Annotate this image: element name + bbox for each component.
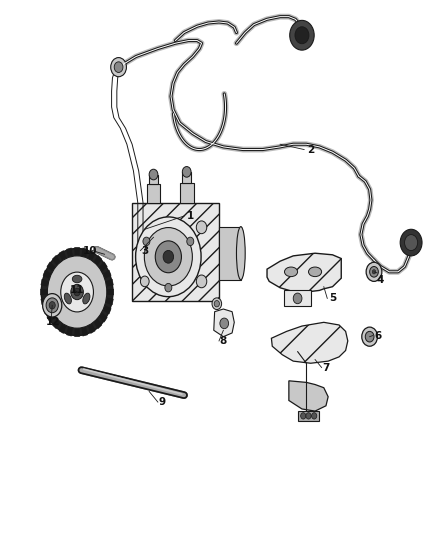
Ellipse shape: [237, 227, 245, 280]
Circle shape: [362, 327, 378, 346]
Bar: [219, 227, 241, 280]
Circle shape: [372, 270, 376, 274]
Text: 12: 12: [46, 317, 60, 327]
Ellipse shape: [72, 275, 82, 282]
Text: 6: 6: [375, 330, 382, 341]
Ellipse shape: [285, 267, 297, 277]
Circle shape: [214, 301, 219, 307]
Circle shape: [187, 237, 194, 246]
Circle shape: [405, 235, 418, 251]
Polygon shape: [82, 248, 88, 256]
Circle shape: [143, 237, 150, 246]
Polygon shape: [67, 248, 72, 256]
Polygon shape: [95, 255, 102, 264]
Polygon shape: [95, 319, 102, 329]
Circle shape: [365, 332, 374, 342]
Circle shape: [111, 58, 127, 77]
Polygon shape: [297, 411, 319, 421]
Polygon shape: [74, 329, 80, 336]
Circle shape: [290, 20, 314, 50]
Polygon shape: [43, 270, 50, 278]
Polygon shape: [267, 253, 341, 292]
Polygon shape: [214, 309, 234, 337]
Circle shape: [61, 272, 93, 312]
Circle shape: [165, 284, 172, 292]
Circle shape: [149, 169, 158, 180]
Bar: [180, 182, 194, 203]
Polygon shape: [100, 262, 107, 271]
Polygon shape: [41, 279, 48, 286]
Polygon shape: [108, 289, 114, 295]
Text: 4: 4: [377, 275, 384, 285]
Polygon shape: [40, 289, 46, 295]
Polygon shape: [47, 262, 55, 271]
Circle shape: [136, 217, 201, 297]
Polygon shape: [88, 325, 95, 334]
Bar: [285, 290, 311, 306]
Polygon shape: [106, 298, 113, 305]
Circle shape: [295, 27, 309, 44]
Circle shape: [141, 276, 149, 287]
Text: 11: 11: [70, 286, 85, 295]
Circle shape: [293, 293, 302, 304]
Circle shape: [306, 413, 311, 419]
Ellipse shape: [83, 293, 90, 304]
Ellipse shape: [308, 267, 321, 277]
Circle shape: [114, 62, 123, 72]
Text: 2: 2: [307, 144, 314, 155]
Polygon shape: [82, 328, 88, 336]
Polygon shape: [272, 322, 348, 364]
Polygon shape: [100, 313, 107, 322]
Polygon shape: [104, 270, 111, 278]
Bar: [132, 203, 219, 301]
Circle shape: [366, 262, 382, 281]
Text: 8: 8: [220, 336, 227, 346]
Polygon shape: [53, 255, 60, 264]
Text: 10: 10: [83, 246, 97, 255]
Circle shape: [46, 298, 58, 313]
Circle shape: [41, 248, 113, 336]
Circle shape: [370, 266, 378, 277]
Bar: [182, 172, 191, 182]
Polygon shape: [59, 251, 66, 260]
Polygon shape: [43, 306, 50, 314]
Polygon shape: [104, 306, 111, 314]
Circle shape: [212, 298, 222, 310]
Text: 1: 1: [187, 211, 194, 221]
Circle shape: [49, 302, 55, 309]
Circle shape: [74, 288, 80, 296]
Circle shape: [42, 294, 62, 317]
Bar: [147, 184, 160, 203]
Circle shape: [163, 251, 173, 263]
Ellipse shape: [64, 293, 71, 304]
Bar: [149, 174, 158, 184]
Polygon shape: [47, 313, 55, 322]
Polygon shape: [41, 298, 48, 305]
Polygon shape: [74, 247, 80, 255]
Circle shape: [196, 221, 207, 233]
Text: 9: 9: [159, 397, 166, 407]
Text: 5: 5: [329, 293, 336, 303]
Circle shape: [47, 256, 107, 328]
Text: 7: 7: [322, 362, 330, 373]
Circle shape: [71, 285, 83, 300]
Circle shape: [220, 318, 229, 329]
Circle shape: [196, 275, 207, 288]
Circle shape: [300, 413, 306, 419]
Polygon shape: [59, 325, 66, 334]
Polygon shape: [67, 328, 72, 336]
Polygon shape: [88, 251, 95, 260]
Circle shape: [155, 241, 181, 273]
Text: 3: 3: [141, 246, 148, 255]
Circle shape: [182, 166, 191, 177]
Circle shape: [311, 413, 317, 419]
Polygon shape: [289, 381, 328, 411]
Circle shape: [145, 228, 192, 286]
Circle shape: [400, 229, 422, 256]
Polygon shape: [106, 279, 113, 286]
Polygon shape: [53, 319, 60, 329]
